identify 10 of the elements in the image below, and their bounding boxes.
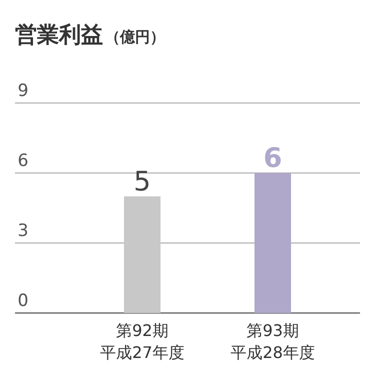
chart-title: 営業利益 [15,23,103,48]
x-tick-label: 第92期平成27年度 [100,321,184,362]
y-tick-label: 0 [18,291,28,311]
data-label: 5 [134,166,151,198]
y-axis-title: （億円） [105,28,165,46]
y-tick-label: 6 [18,151,28,171]
y-tick-label: 3 [18,221,28,241]
data-label: 6 [263,143,282,174]
y-tick-label: 9 [18,81,28,101]
x-tick-label: 第93期平成28年度 [230,321,315,362]
